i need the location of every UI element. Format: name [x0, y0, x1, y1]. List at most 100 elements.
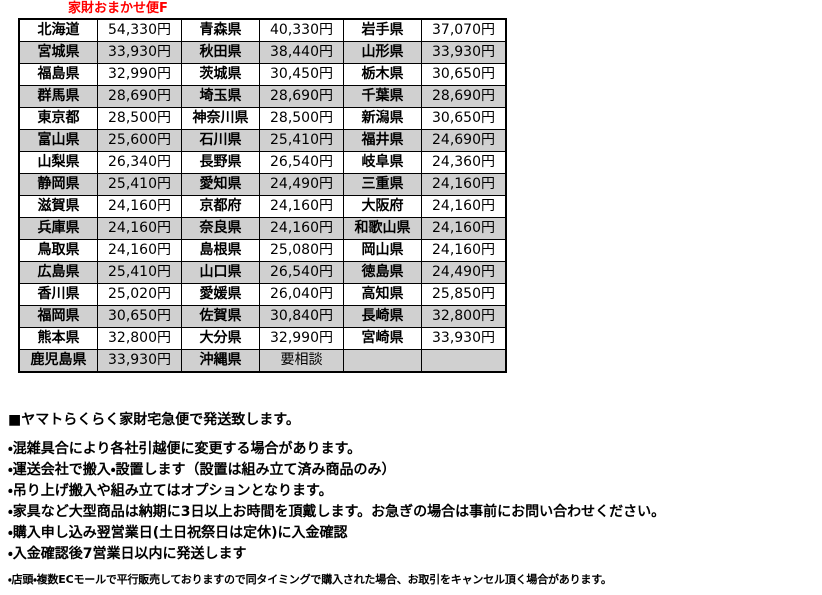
- price-cell: 26,540円: [259, 151, 344, 174]
- price-cell: 24,160円: [97, 239, 182, 262]
- price-cell: 25,850円: [421, 283, 507, 306]
- prefecture-cell: [343, 349, 422, 373]
- prefecture-cell: 香川県: [18, 283, 98, 306]
- prefecture-cell: 山口県: [181, 261, 260, 284]
- prefecture-cell: 宮城県: [18, 41, 98, 64]
- prefecture-cell: 富山県: [18, 129, 98, 152]
- table-row: 香川県 25,020円 愛媛県 26,040円 高知県 25,850円: [18, 283, 507, 306]
- table-row: 鹿児島県 33,930円 沖縄県 要相談: [18, 349, 507, 373]
- price-cell: 32,800円: [97, 327, 182, 350]
- table-row: 福岡県 30,650円 佐賀県 30,840円 長崎県 32,800円: [18, 305, 507, 328]
- prefecture-cell: 栃木県: [343, 63, 422, 86]
- price-cell: 24,160円: [259, 195, 344, 218]
- table-row: 熊本県 32,800円 大分県 32,990円 宮崎県 33,930円: [18, 327, 507, 350]
- table-row: 兵庫県 24,160円 奈良県 24,160円 和歌山県 24,160円: [18, 217, 507, 240]
- price-cell: 24,160円: [97, 195, 182, 218]
- prefecture-cell: 沖縄県: [181, 349, 260, 373]
- prefecture-cell: 静岡県: [18, 173, 98, 196]
- price-cell: 25,410円: [259, 129, 344, 152]
- prefecture-cell: 山梨県: [18, 151, 98, 174]
- prefecture-cell: 長崎県: [343, 305, 422, 328]
- prefecture-cell: 長野県: [181, 151, 260, 174]
- prefecture-cell: 大分県: [181, 327, 260, 350]
- price-cell: 25,600円: [97, 129, 182, 152]
- notes-heading: ■ヤマトらくらく家財宅急便で発送致します。: [8, 412, 300, 428]
- prefecture-cell: 和歌山県: [343, 217, 422, 240]
- prefecture-cell: 佐賀県: [181, 305, 260, 328]
- prefecture-cell: 宮崎県: [343, 327, 422, 350]
- table-row: 群馬県 28,690円 埼玉県 28,690円 千葉県 28,690円: [18, 85, 507, 108]
- prefecture-cell: 福井県: [343, 129, 422, 152]
- price-cell: 28,500円: [259, 107, 344, 130]
- prefecture-cell: 東京都: [18, 107, 98, 130]
- prefecture-cell: 北海道: [18, 18, 98, 42]
- prefecture-cell: 愛媛県: [181, 283, 260, 306]
- prefecture-cell: 埼玉県: [181, 85, 260, 108]
- prefecture-cell: 神奈川県: [181, 107, 260, 130]
- price-cell: 37,070円: [421, 18, 507, 42]
- price-cell: 24,160円: [421, 239, 507, 262]
- note-line: ・混雑具合により各社引越便に変更する場合があります。: [8, 441, 362, 457]
- price-cell: 54,330円: [97, 18, 182, 42]
- price-cell: 25,080円: [259, 239, 344, 262]
- table-row: 鳥取県 24,160円 島根県 25,080円 岡山県 24,160円: [18, 239, 507, 262]
- table-row: 滋賀県 24,160円 京都府 24,160円 大阪府 24,160円: [18, 195, 507, 218]
- prefecture-cell: 奈良県: [181, 217, 260, 240]
- shipping-notes: ■ヤマトらくらく家財宅急便で発送致します。 ・混雑具合により各社引越便に変更する…: [8, 410, 814, 588]
- prefecture-cell: 滋賀県: [18, 195, 98, 218]
- shipping-rate-table: 北海道 54,330円 青森県 40,330円 岩手県 37,070円 宮城県 33,930円…: [18, 18, 507, 373]
- price-cell: 24,690円: [421, 129, 507, 152]
- price-cell: 26,540円: [259, 261, 344, 284]
- prefecture-cell: 高知県: [343, 283, 422, 306]
- price-cell: 25,020円: [97, 283, 182, 306]
- prefecture-cell: 大阪府: [343, 195, 422, 218]
- table-row: 北海道 54,330円 青森県 40,330円 岩手県 37,070円: [18, 18, 507, 42]
- price-cell: 38,440円: [259, 41, 344, 64]
- prefecture-cell: 福島県: [18, 63, 98, 86]
- prefecture-cell: 茨城県: [181, 63, 260, 86]
- price-cell: 28,500円: [97, 107, 182, 130]
- price-cell: 24,160円: [421, 217, 507, 240]
- prefecture-cell: 鳥取県: [18, 239, 98, 262]
- page-title: 家財おまかせ便F: [68, 1, 168, 16]
- shipping-rate-table-container: 北海道 54,330円 青森県 40,330円 岩手県 37,070円 宮城県 33,930円…: [18, 18, 507, 373]
- price-cell: 30,650円: [421, 63, 507, 86]
- prefecture-cell: 島根県: [181, 239, 260, 262]
- price-cell: 24,490円: [259, 173, 344, 196]
- price-cell: 25,410円: [97, 173, 182, 196]
- prefecture-cell: 愛知県: [181, 173, 260, 196]
- prefecture-cell: 千葉県: [343, 85, 422, 108]
- price-cell: [421, 349, 507, 373]
- prefecture-cell: 徳島県: [343, 261, 422, 284]
- price-cell: 25,410円: [97, 261, 182, 284]
- prefecture-cell: 青森県: [181, 18, 260, 42]
- table-row: 山梨県 26,340円 長野県 26,540円 岐阜県 24,360円: [18, 151, 507, 174]
- price-cell: 24,360円: [421, 151, 507, 174]
- prefecture-cell: 岡山県: [343, 239, 422, 262]
- prefecture-cell: 三重県: [343, 173, 422, 196]
- price-cell: 40,330円: [259, 18, 344, 42]
- prefecture-cell: 兵庫県: [18, 217, 98, 240]
- price-cell: 32,990円: [259, 327, 344, 350]
- table-row: 広島県 25,410円 山口県 26,540円 徳島県 24,490円: [18, 261, 507, 284]
- table-row: 静岡県 25,410円 愛知県 24,490円 三重県 24,160円: [18, 173, 507, 196]
- price-cell: 24,490円: [421, 261, 507, 284]
- price-cell: 26,340円: [97, 151, 182, 174]
- prefecture-cell: 秋田県: [181, 41, 260, 64]
- table-row: 富山県 25,600円 石川県 25,410円 福井県 24,690円: [18, 129, 507, 152]
- price-cell: 33,930円: [97, 41, 182, 64]
- price-cell: 33,930円: [97, 349, 182, 373]
- price-cell: 30,650円: [97, 305, 182, 328]
- price-cell: 28,690円: [259, 85, 344, 108]
- notes-list: ・混雑具合により各社引越便に変更する場合があります。・運送会社で搬入・設置します…: [8, 439, 814, 565]
- table-row: 福島県 32,990円 茨城県 30,450円 栃木県 30,650円: [18, 63, 507, 86]
- table-row: 東京都 28,500円 神奈川県 28,500円 新潟県 30,650円: [18, 107, 507, 130]
- prefecture-cell: 鹿児島県: [18, 349, 98, 373]
- price-cell: 32,990円: [97, 63, 182, 86]
- price-cell: 26,040円: [259, 283, 344, 306]
- price-cell: 33,930円: [421, 41, 507, 64]
- note-line: ・家具など大型商品は納期に3日以上お時間を頂戴します。お急ぎの場合は事前にお問い…: [8, 504, 666, 520]
- note-line: ・運送会社で搬入・設置します（設置は組み立て済み商品のみ）: [8, 462, 396, 478]
- prefecture-cell: 群馬県: [18, 85, 98, 108]
- prefecture-cell: 広島県: [18, 261, 98, 284]
